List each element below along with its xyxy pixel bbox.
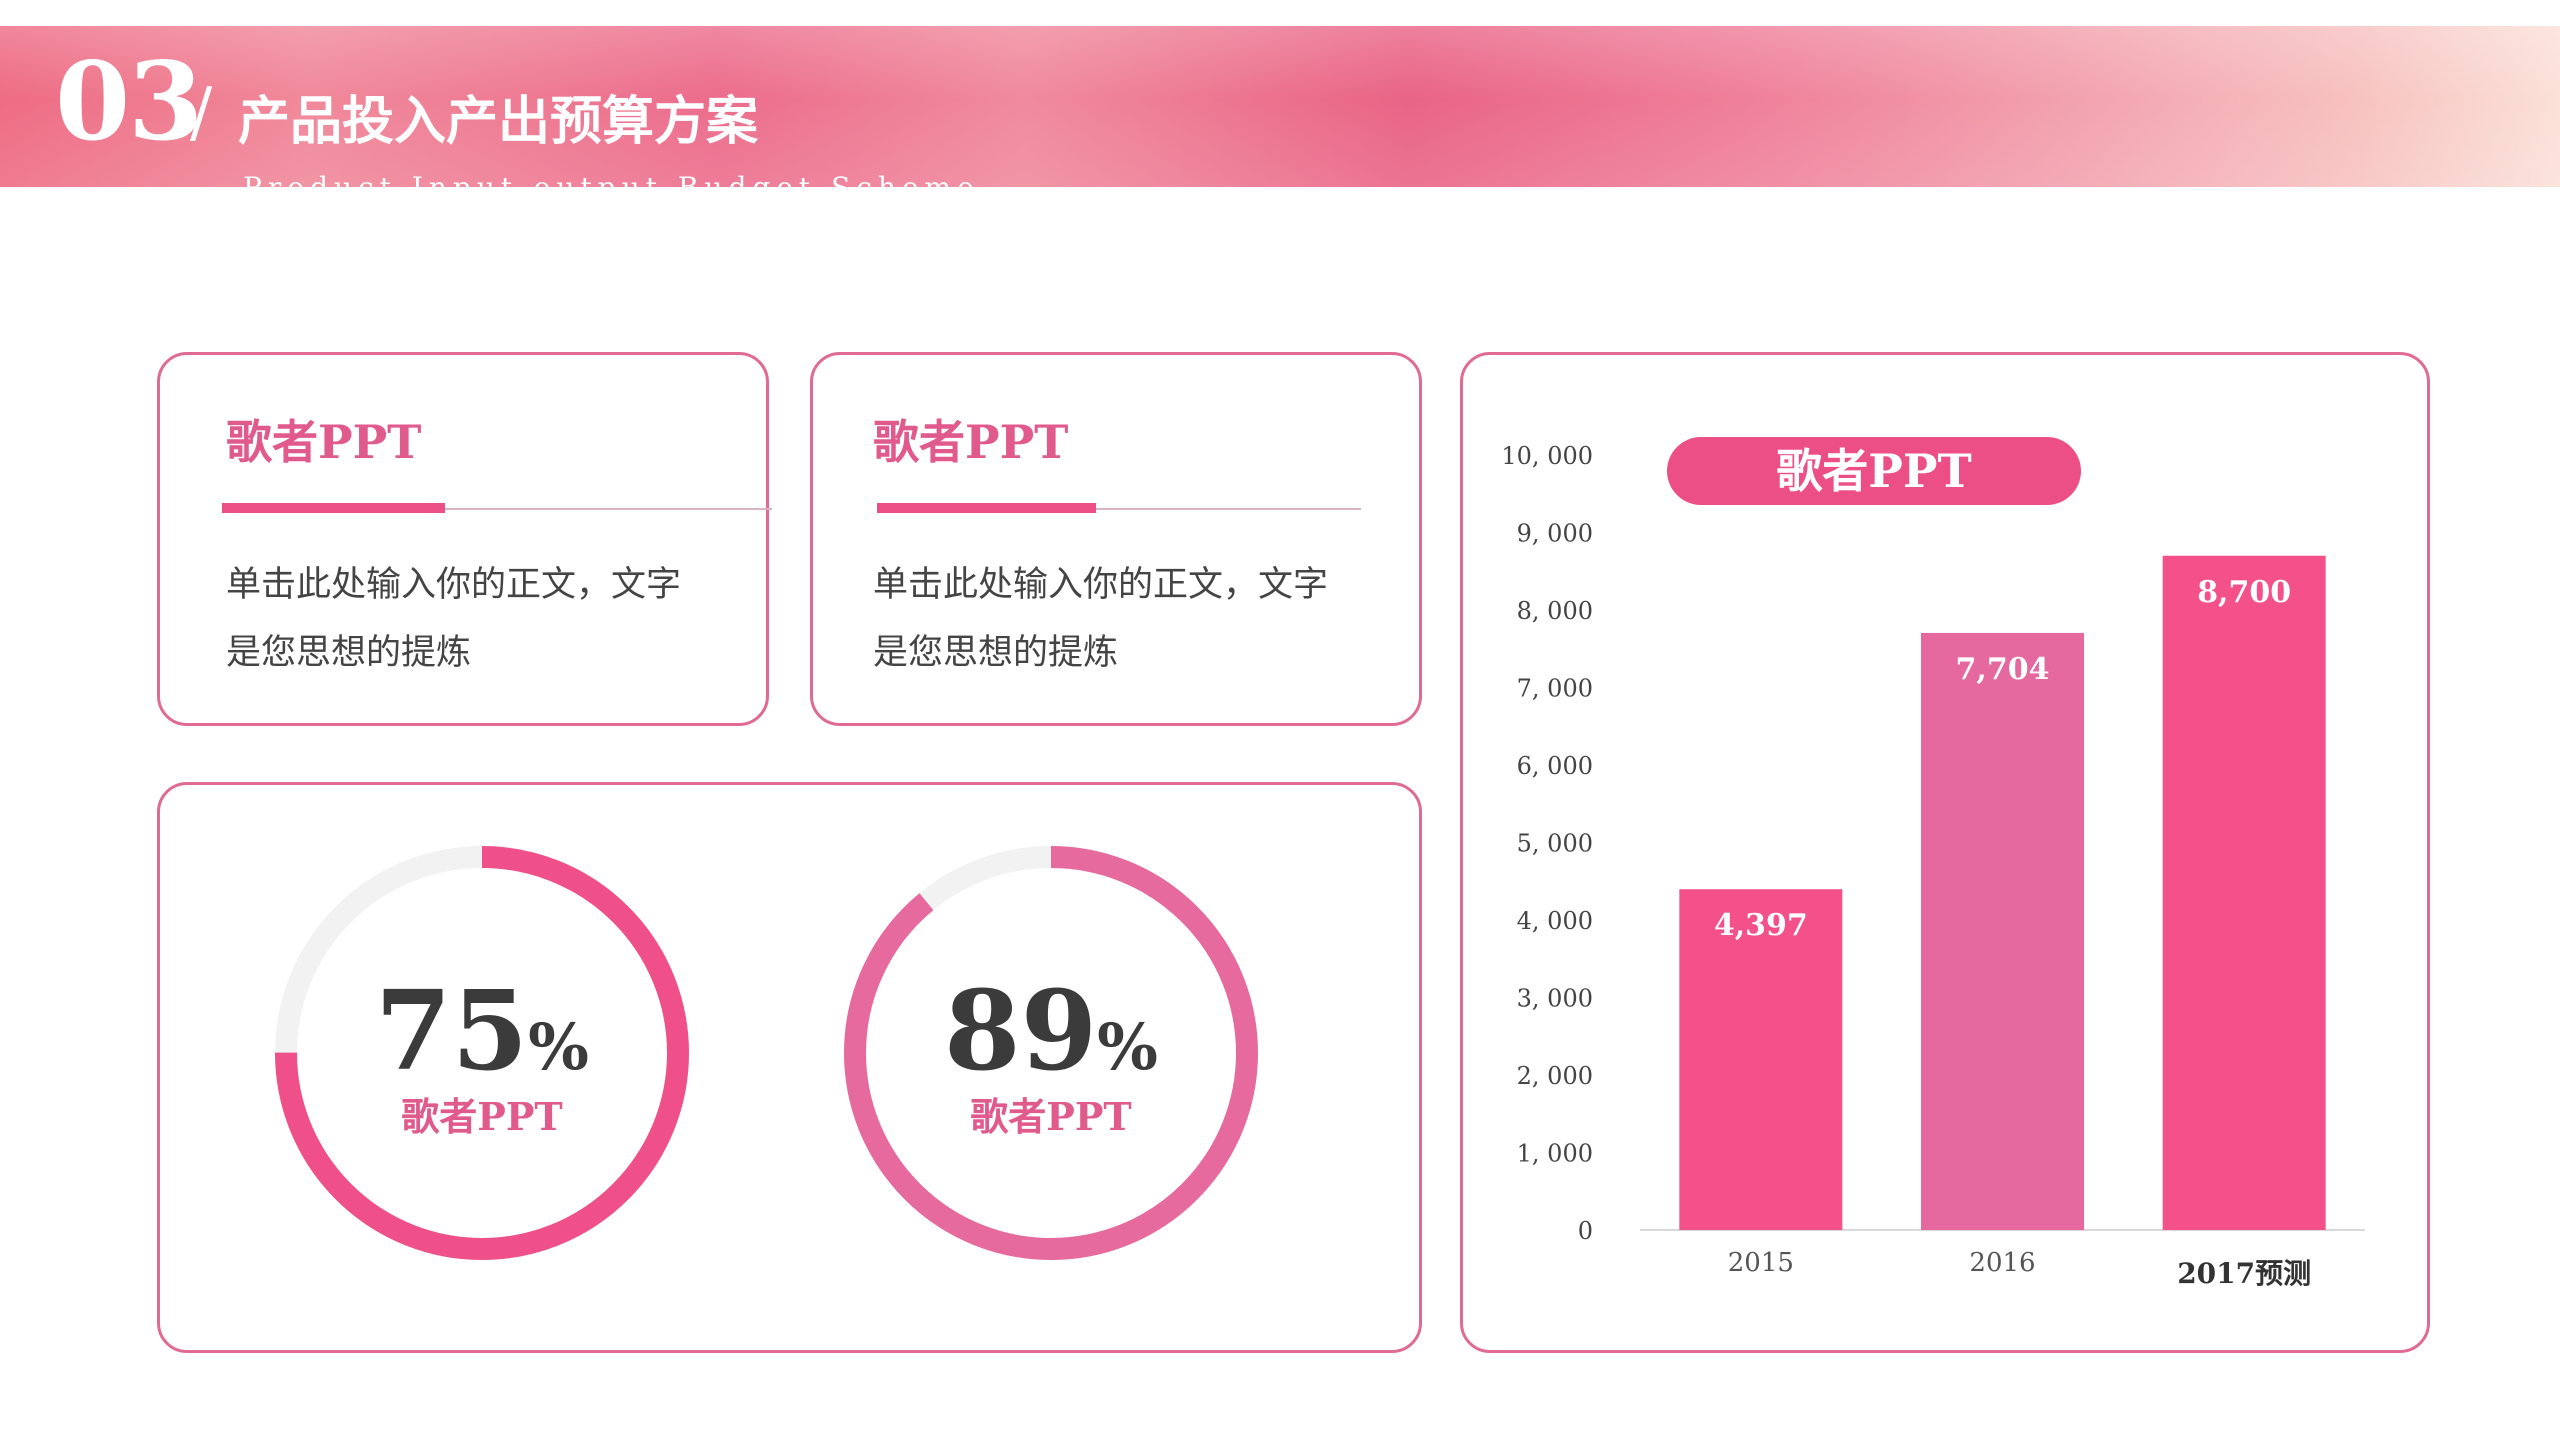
- donut-label-2: 歌者PPT: [970, 1094, 1132, 1139]
- card-title: 歌者PPT: [226, 415, 422, 469]
- y-tick-label: 6, 000: [1517, 752, 1593, 780]
- header-banner: 03 / 产品投入产出预算方案 Product Input-output Bud…: [0, 26, 2560, 202]
- donut-label-1: 歌者PPT: [401, 1094, 563, 1139]
- donut-chart-1: [275, 846, 689, 1260]
- y-tick-label: 0: [1578, 1217, 1593, 1245]
- bar: [2162, 555, 2326, 1230]
- card-accent-bar: [222, 503, 445, 513]
- donut-number: 89: [944, 966, 1098, 1095]
- donut-number: 75: [375, 966, 529, 1095]
- card-body-line: 单击此处输入你的正文，文字: [226, 565, 682, 605]
- y-tick-label: 2, 000: [1517, 1062, 1593, 1090]
- bar: [1679, 889, 1843, 1230]
- y-tick-label: 10, 000: [1501, 442, 1593, 470]
- bar-value-label: 7,704: [1956, 652, 2050, 687]
- x-tick-label: 2017预测: [2177, 1257, 2311, 1290]
- x-tick-label: 2015: [1728, 1248, 1794, 1278]
- donut-unit: %: [1097, 1010, 1158, 1085]
- donut-value-2: 89%: [871, 976, 1231, 1086]
- text-card-1: 歌者PPT 单击此处输入你的正文，文字 是您思想的提炼: [157, 352, 772, 726]
- card-body-line: 单击此处输入你的正文，文字: [873, 565, 1329, 605]
- card-body: 单击此处输入你的正文，文字 是您思想的提炼: [873, 551, 1413, 687]
- donut-chart-2: [844, 846, 1258, 1260]
- text-card-2: 歌者PPT 单击此处输入你的正文，文字 是您思想的提炼: [810, 352, 1422, 726]
- section-number: 03: [55, 39, 203, 165]
- y-tick-label: 7, 000: [1517, 675, 1593, 703]
- y-tick-label: 5, 000: [1517, 830, 1593, 858]
- card-divider: [877, 508, 1361, 510]
- section-slash: /: [190, 74, 213, 151]
- donut-progress-arc: [844, 846, 1258, 1260]
- bar-value-label: 4,397: [1714, 908, 1808, 943]
- page-subtitle: Product Input-output Budget Scheme: [243, 171, 980, 204]
- bar-value-label: 8,700: [2197, 575, 2291, 610]
- chart-title-pill: 歌者PPT: [1667, 437, 2081, 505]
- y-tick-label: 9, 000: [1517, 520, 1593, 548]
- card-accent-bar: [877, 503, 1096, 513]
- card-body-line: 是您思想的提炼: [226, 633, 472, 673]
- donut-progress-arc: [275, 846, 689, 1260]
- card-body: 单击此处输入你的正文，文字 是您思想的提炼: [226, 551, 766, 687]
- bar: [1921, 632, 2084, 1230]
- donut-unit: %: [528, 1010, 589, 1085]
- y-tick-label: 1, 000: [1517, 1140, 1593, 1168]
- card-divider: [222, 508, 772, 510]
- page-title: 产品投入产出预算方案: [238, 91, 759, 152]
- card-title: 歌者PPT: [873, 415, 1069, 469]
- donut-value-1: 75%: [302, 976, 662, 1086]
- donut-card: [157, 782, 1422, 1353]
- y-tick-label: 8, 000: [1517, 597, 1593, 625]
- y-tick-label: 4, 000: [1517, 907, 1593, 935]
- y-tick-label: 3, 000: [1517, 985, 1593, 1013]
- card-body-line: 是您思想的提炼: [873, 633, 1119, 673]
- x-tick-label: 2016: [1969, 1248, 2035, 1278]
